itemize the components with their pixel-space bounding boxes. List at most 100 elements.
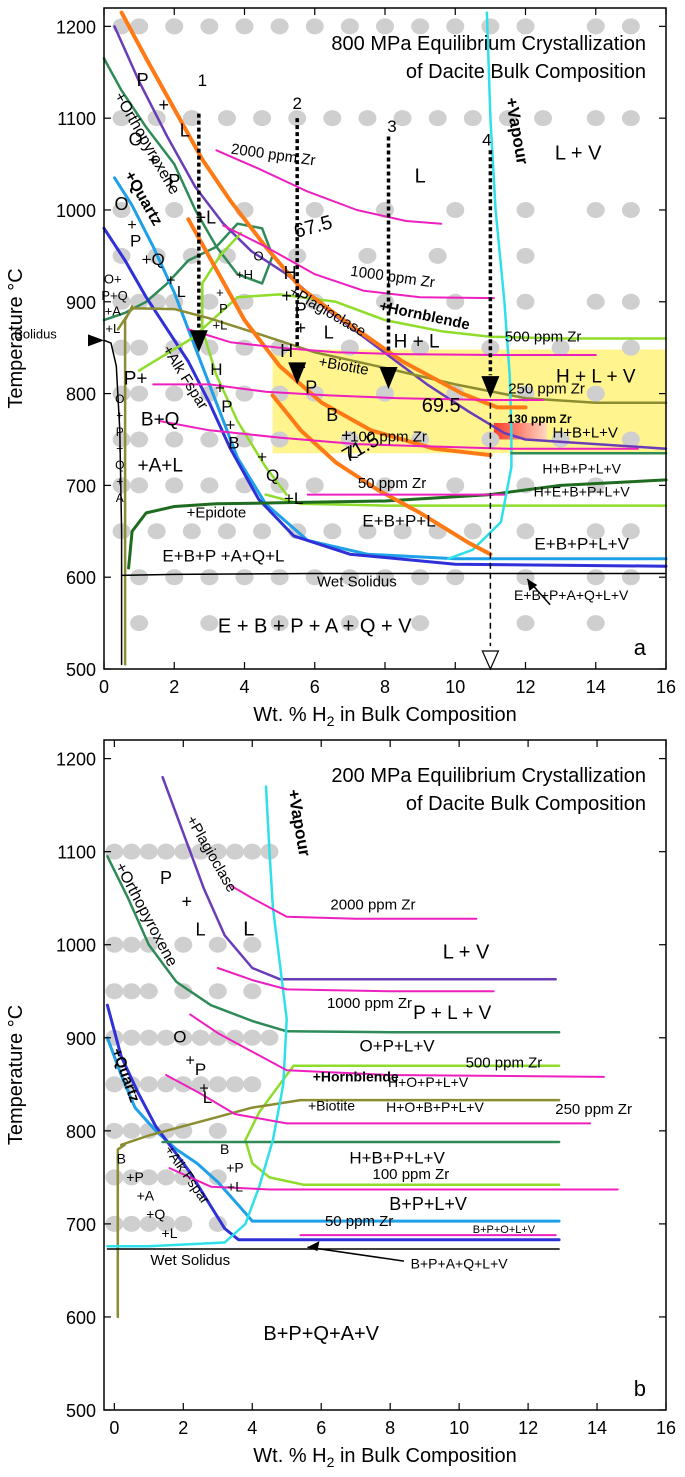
experiment-point	[235, 18, 254, 35]
annotation-h: +H	[236, 267, 253, 282]
experiment-point	[586, 110, 605, 127]
experiment-point	[243, 1029, 262, 1046]
y-tick-label: 700	[66, 1215, 96, 1235]
y-axis-label: Temperature °C	[5, 268, 27, 408]
experiment-point	[253, 523, 272, 540]
annotation-q: +Q	[146, 1206, 165, 1222]
annotation-biotite: +Biotite	[308, 1097, 355, 1113]
annotation-h-b-l-v: H+B+L+V	[552, 425, 617, 442]
experiment-point	[208, 1029, 227, 1046]
y-tick-label: 500	[66, 1401, 96, 1421]
annotation-mark: +	[257, 447, 267, 466]
highlight-band	[272, 349, 666, 454]
annotation-e-b-p-a-q-l-v: E+B+P+A+Q+L+V	[514, 587, 629, 603]
experiment-point	[208, 1169, 227, 1186]
annotation-p: +P	[226, 1160, 244, 1176]
experiment-point	[516, 247, 535, 264]
x-axis-label: Wt. % H2 in Bulk Composition	[253, 1445, 516, 1470]
annotation-h-l: H + L	[394, 332, 440, 353]
experiment-point	[200, 339, 219, 356]
y-axis-label: Temperature °C	[5, 1005, 27, 1145]
experiment-point	[226, 1029, 245, 1046]
experiment-point	[621, 569, 640, 586]
annotation-mark: +	[295, 357, 306, 377]
chart-title-line: of Dacite Bulk Composition	[406, 61, 646, 83]
experiment-point	[621, 431, 640, 448]
y-tick-label: 600	[66, 568, 96, 588]
y-tick-label: 700	[66, 476, 96, 496]
series-orthopyroxene-tail	[102, 245, 218, 322]
experiment-point	[200, 615, 219, 632]
experiment-point	[105, 1076, 124, 1093]
experiment-point	[208, 1076, 227, 1093]
experiment-point	[411, 339, 430, 356]
experiment-point	[621, 523, 640, 540]
annotation-vapour: +Vapour	[284, 788, 315, 858]
x-tick-label: 2	[169, 677, 179, 697]
experiment-point	[182, 110, 201, 127]
experiment-point	[586, 523, 605, 540]
experiment-point	[305, 18, 324, 35]
experiment-point	[393, 523, 412, 540]
annotation-h-o-b-p-l-v: H+O+B+P+L+V	[386, 1099, 484, 1115]
annotation-4: 4	[482, 131, 491, 150]
plot-frame	[103, 739, 667, 1411]
annotation-e-b-p-l-v: E+B+P+L+V	[534, 535, 629, 554]
annotation-b: B	[228, 434, 239, 453]
annotation-1: 1	[198, 71, 207, 90]
x-tick-label: 10	[445, 677, 465, 697]
y-tick-label: 1100	[57, 109, 96, 129]
annotation-250-ppm-zr: 250 ppm Zr	[555, 1101, 632, 1118]
series-100-ppm-zr	[168, 1167, 619, 1191]
annotation-2000-ppm-zr: 2000 ppm Zr	[330, 896, 415, 913]
axis-ticks: 0 2 4 6 8 10 12 14 16 500 600 700 800 900 1000 1100 1200	[56, 740, 676, 1438]
annotation-wet-solidus: Wet Solidus	[150, 1252, 230, 1269]
annotation-o: O	[115, 194, 129, 214]
experiment-point	[411, 569, 430, 586]
experiment-point	[200, 293, 219, 310]
series-hornblende-inner	[201, 231, 288, 496]
annotation-a: A	[116, 491, 124, 505]
y-tick-label: 600	[66, 1308, 96, 1328]
experiment-point	[122, 1029, 141, 1046]
series-67-5	[119, 10, 528, 410]
series-biotite	[119, 1098, 561, 1147]
experiment-point	[481, 431, 500, 448]
panel-a-phase-diagram: 0 2 4 6 8 10 12 14 16500600700800900100011001200…	[5, 7, 676, 729]
annotation-l: L	[180, 121, 190, 141]
experiment-point	[217, 110, 236, 127]
annotation-solidus: Solidus	[14, 327, 57, 342]
x-tick-label: 4	[247, 1418, 257, 1438]
annotation-p: P	[130, 232, 141, 251]
experiment-point	[122, 843, 141, 860]
annotation-wet-solidus: Wet Solidus	[317, 573, 397, 590]
annotation-mark: +	[281, 286, 292, 306]
series-orthopyroxene	[106, 855, 561, 1034]
experiment-point	[165, 569, 184, 586]
experiment-point	[130, 615, 149, 632]
experiment-point	[586, 385, 605, 402]
experiment-point	[243, 843, 262, 860]
annotation-l-v: L + V	[443, 942, 490, 964]
series-biotite	[116, 306, 668, 405]
experiment-point	[208, 936, 227, 953]
experiment-point	[139, 843, 158, 860]
experiment-point	[463, 110, 482, 127]
experiment-point	[165, 385, 184, 402]
x-tick-label: 10	[449, 1418, 469, 1438]
experiment-point	[446, 201, 465, 218]
experiment-point	[122, 1169, 141, 1186]
experiment-point	[165, 18, 184, 35]
experiment-point	[208, 1122, 227, 1139]
x-tick-label: 14	[586, 677, 606, 697]
annotation-mark: +	[158, 95, 169, 115]
experiment-point	[270, 18, 289, 35]
annotation-mark: +	[148, 150, 159, 170]
experiment-point	[243, 936, 262, 953]
x-tick-label: 8	[380, 677, 390, 697]
series-1000-ppm-zr	[216, 967, 495, 993]
experiment-point	[130, 569, 149, 586]
annotation-a-l: +A+L	[137, 456, 182, 477]
annotation-250-ppm-zr: 250 ppm Zr	[508, 381, 585, 398]
